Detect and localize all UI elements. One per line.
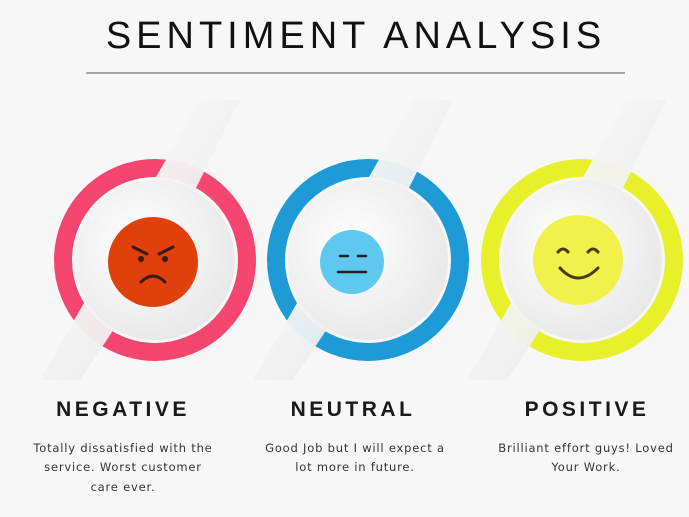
features	[556, 247, 600, 280]
ring	[481, 159, 683, 361]
happy-face	[533, 215, 623, 305]
mouth	[139, 274, 167, 284]
eye	[138, 256, 144, 262]
card-description: Your Work.	[551, 460, 621, 474]
page-title: SENTIMENT ANALYSIS	[106, 15, 606, 57]
ring	[267, 159, 469, 361]
card-description: Brilliant effort guys! Loved	[498, 441, 673, 455]
ring	[54, 159, 256, 361]
brows	[131, 245, 175, 256]
negative-card	[40, 100, 256, 380]
eye	[162, 256, 168, 262]
card-description: service. Worst customer	[44, 460, 202, 474]
angry-face	[108, 217, 198, 307]
card-description: lot more in future.	[295, 460, 415, 474]
card-label: NEGATIVE	[56, 398, 190, 421]
card-description: Totally dissatisfied with the	[32, 441, 212, 455]
card-description: Good Job but I will expect a	[265, 441, 445, 455]
card-description: care ever.	[91, 480, 156, 494]
card-label: NEUTRAL	[291, 398, 416, 421]
positive-card	[467, 100, 683, 380]
neutral-face	[320, 230, 384, 294]
features	[336, 254, 368, 274]
card-label: POSITIVE	[525, 398, 650, 421]
neutral-card	[253, 100, 469, 380]
